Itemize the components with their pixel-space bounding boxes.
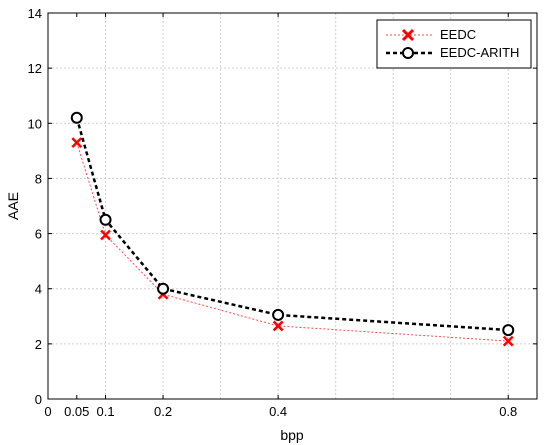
y-tick-label: 14: [28, 6, 42, 21]
y-tick-label: 10: [28, 116, 42, 131]
data-point-eedc-arith: [502, 324, 515, 337]
tick-layer: 0 2 4 6 8 10 12 14 0 0.05 0.1 0.2 0.4 0.8: [28, 6, 537, 419]
y-tick-label: 8: [35, 171, 42, 186]
series-line-eedc-arith: [75, 117, 509, 332]
y-tick-label: 2: [35, 337, 42, 352]
y-tick-label: 0: [35, 392, 42, 407]
plot-area: [48, 13, 537, 399]
series-layer: [70, 111, 515, 347]
data-point-eedc: [100, 229, 111, 241]
legend-box: [376, 19, 532, 69]
series-line-eedc: [76, 142, 509, 342]
y-tick-label: 12: [28, 61, 42, 76]
x-tick-label: 0.8: [499, 404, 517, 419]
y-tick-label: 6: [35, 227, 42, 242]
legend-label-eedc-arith: EEDC-ARITH: [440, 45, 519, 60]
legend-marker-eedc-arith: [402, 47, 414, 59]
legend-label-eedc: EEDC: [440, 27, 476, 42]
data-point-eedc: [272, 320, 284, 332]
data-point-eedc: [502, 335, 514, 347]
data-point-eedc-arith: [99, 213, 112, 226]
x-tick-label: 0.4: [269, 404, 287, 419]
legend-marker-eedc: [401, 28, 415, 42]
data-point-eedc: [71, 137, 83, 148]
data-point-eedc-arith: [70, 111, 83, 124]
x-tick-label: 0.05: [64, 404, 89, 419]
data-point-eedc-arith: [272, 308, 285, 321]
grid-layer: [48, 13, 537, 399]
x-axis-title: bpp: [280, 427, 304, 443]
plot-frame: [47, 12, 538, 400]
x-tick-label: 0: [44, 404, 51, 419]
legend: EEDC EEDC-ARITH: [376, 19, 532, 69]
x-tick-label: 0.2: [154, 404, 172, 419]
y-tick-label: 4: [35, 282, 42, 297]
data-point-eedc-arith: [157, 282, 170, 295]
y-axis-title: AAE: [5, 192, 21, 220]
x-tick-label: 0.1: [96, 404, 114, 419]
